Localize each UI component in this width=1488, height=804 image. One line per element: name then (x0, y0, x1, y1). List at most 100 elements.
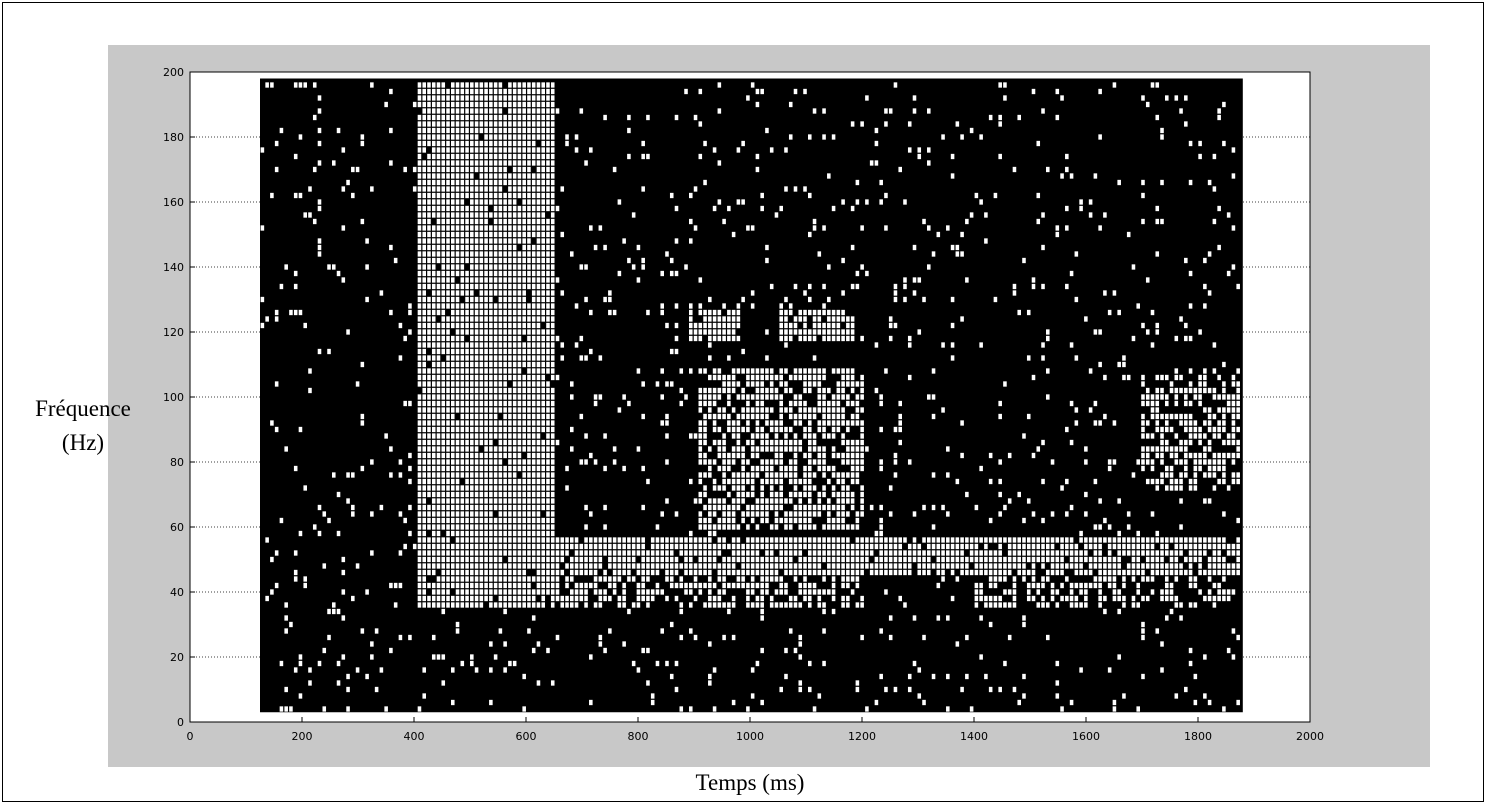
spectrogram-cell (1141, 465, 1145, 472)
spectrogram-cell (546, 569, 550, 576)
spectrogram-cell (503, 179, 507, 186)
spectrogram-cell (860, 459, 864, 465)
spectrogram-cell (831, 524, 836, 530)
spectrogram-cell (679, 602, 684, 608)
spectrogram-cell (470, 166, 474, 173)
spectrogram-cell (422, 179, 426, 186)
spectrogram-cell (465, 543, 469, 550)
spectrogram-cell (741, 140, 745, 147)
spectrogram-cell (536, 134, 541, 140)
spectrogram-cell (431, 459, 436, 465)
spectrogram-cell (627, 608, 631, 615)
spectrogram-cell (765, 589, 769, 595)
spectrogram-cell (860, 452, 864, 459)
spectrogram-cell (531, 511, 536, 517)
spectrogram-cell (1145, 537, 1150, 543)
spectrogram-cell (669, 543, 674, 550)
spectrogram-cell (451, 511, 455, 517)
spectrogram-cell (936, 550, 941, 556)
spectrogram-cell (703, 439, 707, 446)
spectrogram-cell (936, 543, 941, 550)
spectrogram-cell (884, 192, 888, 199)
spectrogram-cell (808, 686, 812, 693)
spectrogram-cell (1093, 537, 1098, 543)
spectrogram-cell (517, 147, 522, 153)
spectrogram-cell (841, 582, 845, 589)
spectrogram-cell (750, 381, 755, 387)
spectrogram-cell (655, 543, 660, 550)
spectrogram-cell (1103, 290, 1107, 296)
spectrogram-cell (560, 231, 565, 238)
spectrogram-cell (693, 576, 698, 582)
spectrogram-cell (850, 465, 855, 472)
spectrogram-cell (441, 160, 446, 166)
spectrogram-cell (803, 316, 807, 322)
spectrogram-cell (650, 563, 655, 569)
spectrogram-cell (531, 225, 536, 231)
spectrogram-cell (460, 374, 465, 381)
spectrogram-cell (498, 290, 503, 296)
spectrogram-cell (508, 238, 512, 244)
spectrogram-cell (527, 147, 531, 153)
spectrogram-cell (636, 368, 641, 374)
spectrogram-cell (550, 433, 555, 439)
spectrogram-cell (627, 556, 631, 563)
spectrogram-cell (360, 140, 365, 147)
spectrogram-cell (536, 485, 541, 491)
spectrogram-cell (536, 491, 541, 498)
spectrogram-cell (527, 335, 531, 342)
spectrogram-cell (1155, 82, 1160, 88)
spectrogram-cell (846, 329, 850, 335)
spectrogram-cell (474, 82, 479, 88)
spectrogram-cell (446, 446, 450, 452)
spectrogram-cell (860, 381, 864, 387)
spectrogram-cell (522, 342, 526, 348)
spectrogram-cell (1069, 504, 1074, 511)
spectrogram-cell (788, 387, 793, 394)
spectrogram-cell (750, 563, 755, 569)
spectrogram-cell (422, 205, 426, 212)
spectrogram-cell (808, 543, 812, 550)
spectrogram-cell (755, 407, 760, 413)
spectrogram-cell (493, 290, 498, 296)
spectrogram-cell (512, 433, 517, 439)
spectrogram-cell (527, 550, 531, 556)
spectrogram-cell (703, 524, 707, 530)
spectrogram-cell (784, 329, 788, 335)
spectrogram-cell (1022, 257, 1026, 264)
spectrogram-cell (817, 316, 822, 322)
spectrogram-cell (660, 368, 664, 374)
spectrogram-cell (779, 472, 783, 478)
spectrogram-cell (784, 147, 788, 153)
spectrogram-cell (817, 589, 822, 595)
spectrogram-cell (793, 595, 798, 602)
spectrogram-cell (760, 569, 764, 576)
spectrogram-cell (803, 478, 807, 485)
spectrogram-cell (479, 563, 484, 569)
spectrogram-cell (798, 498, 803, 504)
spectrogram-cell (503, 511, 507, 517)
spectrogram-cell (512, 296, 517, 303)
spectrogram-cell (527, 446, 531, 452)
spectrogram-cell (1026, 595, 1031, 602)
spectrogram-cell (784, 472, 788, 478)
spectrogram-cell (522, 387, 526, 394)
spectrogram-cell (522, 576, 526, 582)
spectrogram-cell (455, 381, 460, 387)
spectrogram-cell (512, 569, 517, 576)
spectrogram-cell (489, 667, 493, 673)
spectrogram-cell (498, 140, 503, 147)
spectrogram-cell (822, 602, 826, 608)
spectrogram-cell (884, 108, 888, 114)
spectrogram-cell (431, 361, 436, 368)
spectrogram-cell (460, 95, 465, 101)
spectrogram-cell (693, 225, 698, 231)
spectrogram-cell (531, 179, 536, 186)
spectrogram-cell (779, 420, 783, 426)
spectrogram-cell (831, 582, 836, 589)
spectrogram-cell (508, 277, 512, 283)
spectrogram-cell (1084, 582, 1088, 589)
spectrogram-cell (470, 582, 474, 589)
spectrogram-cell (803, 407, 807, 413)
spectrogram-cell (979, 582, 983, 589)
